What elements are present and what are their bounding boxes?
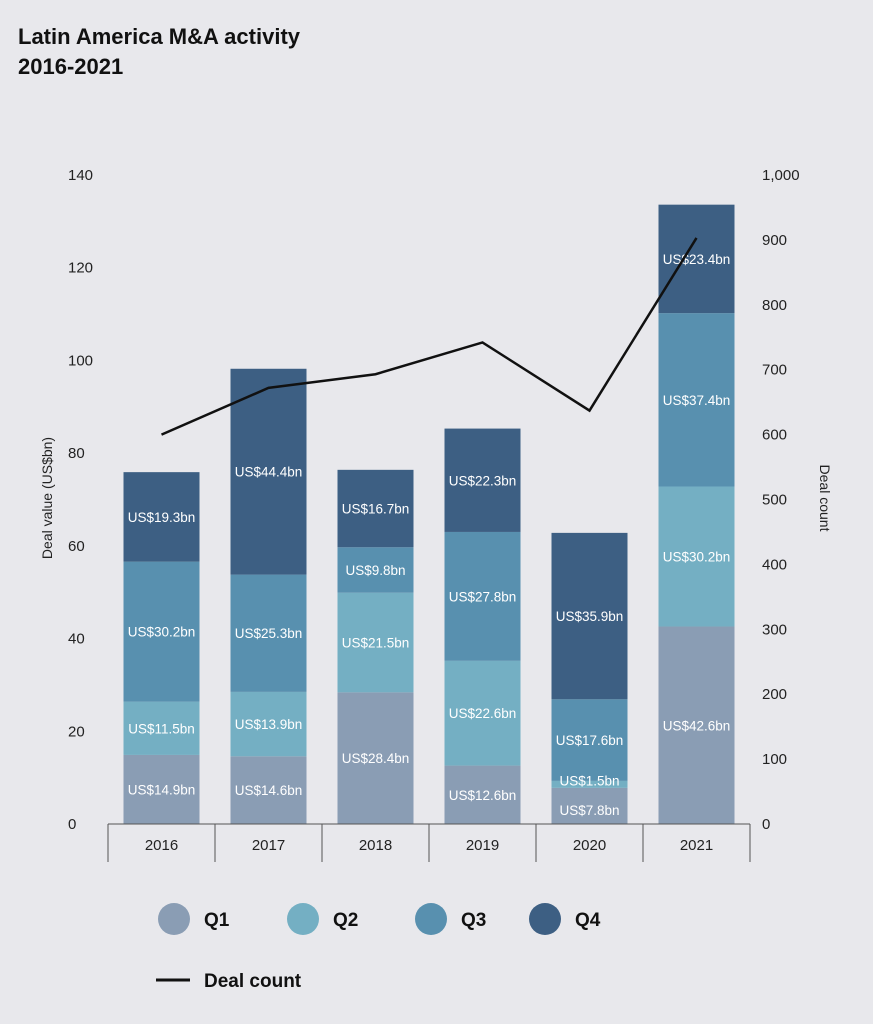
bar-value-label: US$9.8bn [345,563,405,578]
bar-2021-q2 [658,486,735,627]
bar-value-label: US$30.2bn [663,550,731,565]
legend-swatch-q4 [529,903,561,935]
bar-value-label: US$1.5bn [559,773,619,788]
bar-2016-q3 [123,561,200,702]
y2-axis-title: Deal count [817,465,833,532]
y-tick-label: 100 [68,352,93,369]
x-tick-label-2020: 2020 [573,837,606,854]
y2-tick-label: 0 [762,816,770,833]
bar-value-label: US$7.8bn [559,803,619,818]
bar-value-label: US$14.9bn [128,782,196,797]
legend-label-q2: Q2 [333,910,358,931]
y2-tick-label: 700 [762,362,787,379]
y-tick-label: 120 [68,260,93,277]
x-tick-label-2019: 2019 [466,837,499,854]
y2-tick-label: 200 [762,686,787,703]
bar-value-label: US$22.3bn [449,473,517,488]
bar-2020-q3 [551,699,628,781]
x-tick-label-2018: 2018 [359,837,392,854]
bar-2019-q1 [444,765,521,824]
legend-swatch-q2 [287,903,319,935]
chart-title-line-2: 2016-2021 [18,54,123,79]
bar-2017-q2 [230,691,307,757]
y-tick-label: 0 [68,816,76,833]
bar-value-label: US$19.3bn [128,510,196,525]
deal-count-line [160,237,698,436]
bar-value-label: US$11.5bn [128,721,195,736]
bar-2016-q1 [123,754,200,824]
legend-label-q4: Q4 [575,910,601,931]
x-tick-label-2017: 2017 [252,837,285,854]
y2-tick-label: 600 [762,427,787,444]
y-axis-title: Deal value (US$bn) [39,437,55,559]
y-tick-label: 140 [68,167,93,184]
bar-2016-q4 [123,472,200,562]
bar-value-label: US$21.5bn [342,636,410,651]
legend-swatch-q1 [158,903,190,935]
y2-tick-label: 500 [762,492,787,509]
bar-2019-q2 [444,660,521,766]
y2-tick-label: 900 [762,232,787,249]
bar-2019-q3 [444,531,521,661]
bar-value-label: US$25.3bn [235,626,303,641]
bar-2019-q4 [444,428,521,532]
bar-value-label: US$14.6bn [235,783,303,798]
bar-value-label: US$23.4bn [663,252,731,267]
y2-tick-label: 400 [762,556,787,573]
bar-2018-q1 [337,692,414,824]
y2-tick-label: 300 [762,621,787,638]
bar-2017-q4 [230,368,307,575]
bar-value-label: US$30.2bn [128,625,196,640]
bar-value-label: US$12.6bn [449,788,517,803]
bar-value-label: US$16.7bn [342,502,410,517]
bar-value-label: US$27.8bn [449,589,517,604]
bar-2016-q2 [123,701,200,755]
bar-value-label: US$22.6bn [449,706,517,721]
bar-value-label: US$17.6bn [556,733,624,748]
y2-tick-label: 800 [762,297,787,314]
bar-value-label: US$35.9bn [556,609,624,624]
bar-2017-q3 [230,574,307,692]
bar-2018-q2 [337,592,414,693]
bar-2021-q1 [658,626,735,824]
legend-swatch-q3 [415,903,447,935]
bar-2018-q4 [337,469,414,548]
bar-2021-q4 [658,204,735,314]
bar-2018-q3 [337,547,414,593]
y-tick-label: 40 [68,631,85,648]
bar-2020-q1 [551,787,628,824]
y-tick-label: 20 [68,723,85,740]
legend-label-deal-count: Deal count [204,971,302,992]
bar-2020-q4 [551,532,628,700]
bar-value-label: US$37.4bn [663,393,731,408]
y-tick-label: 60 [68,538,85,555]
bar-value-label: US$28.4bn [342,751,410,766]
x-tick-label-2016: 2016 [145,837,178,854]
legend-label-q3: Q3 [461,910,486,931]
bar-value-label: US$13.9bn [235,717,303,732]
x-tick-label-2021: 2021 [680,837,713,854]
bar-2017-q1 [230,756,307,824]
y-tick-label: 80 [68,445,85,462]
bar-2021-q3 [658,313,735,487]
chart-title-line-1: Latin America M&A activity [18,24,301,49]
bar-value-label: US$44.4bn [235,465,303,480]
bar-value-label: US$42.6bn [663,718,731,733]
y2-tick-label: 100 [762,751,787,768]
legend-label-q1: Q1 [204,910,230,931]
y2-tick-label: 1,000 [762,167,800,184]
bar-2020-q2 [551,780,628,788]
